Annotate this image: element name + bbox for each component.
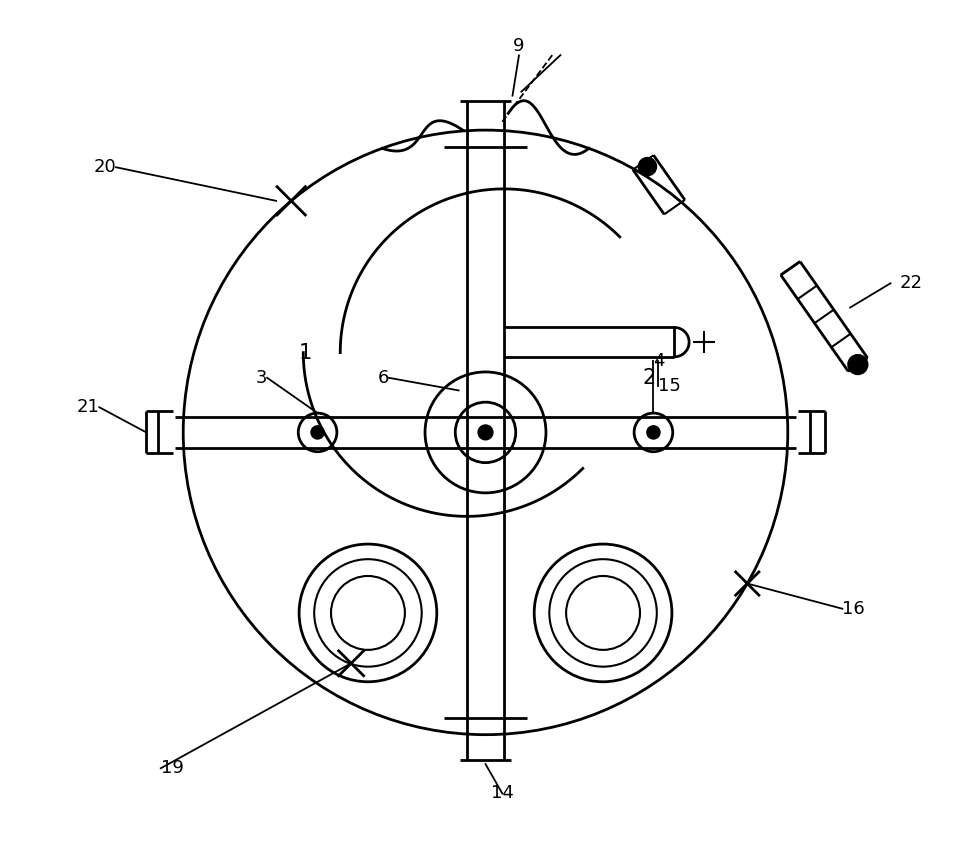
- Text: 21: 21: [77, 399, 99, 416]
- Text: 14: 14: [491, 784, 514, 802]
- Circle shape: [648, 427, 659, 438]
- Circle shape: [849, 355, 867, 374]
- Text: 6: 6: [378, 369, 389, 387]
- Circle shape: [639, 159, 655, 175]
- Circle shape: [479, 426, 492, 439]
- Circle shape: [312, 427, 323, 438]
- Text: 22: 22: [900, 274, 922, 292]
- Text: 20: 20: [93, 159, 117, 176]
- Text: 16: 16: [843, 600, 865, 617]
- Text: 9: 9: [514, 37, 525, 55]
- Text: 1: 1: [298, 343, 312, 363]
- Text: 2: 2: [643, 368, 655, 388]
- Text: 3: 3: [255, 369, 267, 387]
- Text: 15: 15: [657, 377, 681, 395]
- Text: 19: 19: [161, 759, 184, 778]
- Text: 4: 4: [653, 352, 665, 370]
